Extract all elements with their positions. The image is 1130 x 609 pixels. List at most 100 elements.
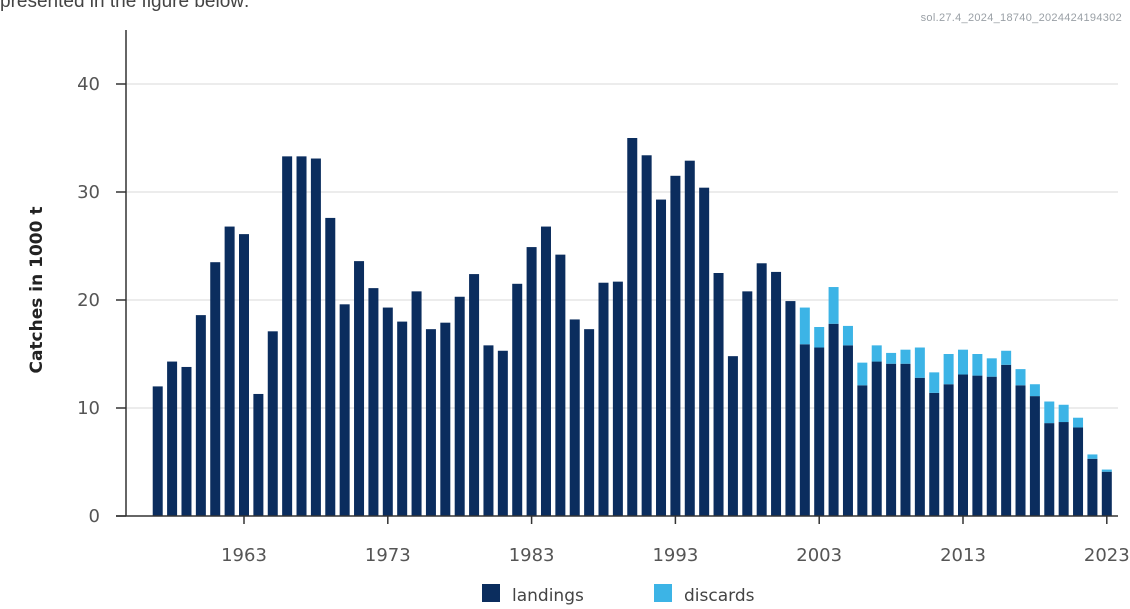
bar-landings xyxy=(425,329,436,516)
bar-landings xyxy=(167,361,178,516)
bar-landings xyxy=(814,347,825,516)
bar-landings xyxy=(871,361,882,516)
chart-axes xyxy=(116,30,1118,524)
bar-landings xyxy=(310,158,321,516)
bar-landings xyxy=(339,304,350,516)
bar-landings xyxy=(842,345,853,516)
y-axis-label: Catches in 1000 t xyxy=(27,206,47,373)
bar-landings xyxy=(1058,422,1069,516)
bar-landings xyxy=(641,155,652,516)
bar-landings xyxy=(1073,427,1084,516)
bar-landings xyxy=(627,138,638,516)
bar-discards xyxy=(943,354,954,385)
bar-landings xyxy=(368,288,379,516)
x-tick-label: 2013 xyxy=(940,545,986,566)
bar-series xyxy=(152,138,1112,517)
bar-landings xyxy=(943,384,954,516)
bar-landings xyxy=(382,307,393,516)
bar-landings xyxy=(224,226,235,516)
legend-swatch-discards xyxy=(654,584,672,602)
bar-landings xyxy=(440,322,451,516)
bar-landings xyxy=(785,301,796,516)
bar-landings xyxy=(469,274,480,516)
bar-discards xyxy=(871,345,882,362)
bar-landings xyxy=(454,296,465,516)
x-tick-label: 1973 xyxy=(365,545,411,566)
bar-landings xyxy=(354,261,365,516)
bar-landings xyxy=(1015,385,1026,516)
bar-discards xyxy=(842,325,853,346)
x-tick-labels: 1963 1973 1983 1993 2003 2013 2023 xyxy=(221,545,1130,566)
bar-landings xyxy=(526,247,537,516)
bar-landings xyxy=(598,282,609,516)
bar-landings xyxy=(914,377,925,516)
bar-discards xyxy=(972,354,983,376)
bar-landings xyxy=(612,281,623,516)
y-tick-label: 40 xyxy=(77,74,100,95)
bar-landings xyxy=(929,392,940,516)
x-tick-label: 2003 xyxy=(796,545,842,566)
bar-discards xyxy=(1029,384,1040,397)
bar-landings xyxy=(296,156,307,517)
bar-landings xyxy=(986,376,997,516)
bar-landings xyxy=(742,291,753,516)
bar-discards xyxy=(857,362,868,386)
bar-discards xyxy=(1087,454,1098,459)
bar-discards xyxy=(1001,350,1012,365)
bar-discards xyxy=(986,358,997,377)
bar-discards xyxy=(914,347,925,378)
bar-landings xyxy=(181,366,192,516)
chart-legend[interactable]: landings discards xyxy=(482,584,755,606)
bar-discards xyxy=(1015,369,1026,386)
intro-text: presented in the figure below: xyxy=(0,0,250,12)
bar-landings xyxy=(239,234,249,516)
y-tick-label: 20 xyxy=(77,290,100,311)
bar-discards xyxy=(1058,404,1069,423)
bar-discards xyxy=(1073,417,1084,428)
bar-landings xyxy=(483,345,494,516)
bar-discards xyxy=(886,352,897,364)
bar-discards xyxy=(929,372,940,393)
bar-landings xyxy=(670,175,681,517)
bar-discards xyxy=(1101,469,1112,472)
bar-landings xyxy=(1029,396,1040,516)
x-tick-label: 1963 xyxy=(221,545,267,566)
chart-id-stamp: sol.27.4_2024_18740_2024424194302 xyxy=(920,12,1122,24)
y-tick-label: 30 xyxy=(77,182,100,203)
bar-discards xyxy=(958,349,968,375)
x-tick-label: 1983 xyxy=(509,545,555,566)
bar-discards xyxy=(1044,401,1055,424)
bar-landings xyxy=(584,329,595,516)
bar-discards xyxy=(900,349,911,364)
bar-landings xyxy=(828,323,839,516)
y-tick-labels: 0 10 20 30 40 xyxy=(77,74,100,527)
bar-landings xyxy=(152,386,163,516)
bar-landings xyxy=(886,363,897,516)
bar-landings xyxy=(397,321,408,516)
x-tick-label: 2023 xyxy=(1084,545,1130,566)
y-tick-label: 10 xyxy=(77,398,100,419)
bar-landings xyxy=(253,393,264,516)
bar-landings xyxy=(799,344,810,516)
bar-landings xyxy=(1101,471,1112,516)
legend-swatch-landings xyxy=(482,584,500,602)
bar-discards xyxy=(814,327,825,348)
bar-landings xyxy=(756,263,767,516)
legend-label-discards: discards xyxy=(684,586,755,606)
bar-landings xyxy=(684,160,695,516)
bar-landings xyxy=(771,271,782,516)
bar-landings xyxy=(555,254,566,516)
bar-landings xyxy=(900,363,911,516)
bar-landings xyxy=(1044,423,1055,516)
bar-landings xyxy=(656,199,667,516)
bar-landings xyxy=(1001,364,1012,516)
bar-landings xyxy=(569,319,580,516)
bar-landings xyxy=(540,226,551,516)
bar-landings xyxy=(713,273,724,516)
x-tick-label: 1993 xyxy=(652,545,698,566)
bar-landings xyxy=(972,375,983,516)
bar-discards xyxy=(828,287,839,324)
bar-landings xyxy=(857,385,868,516)
bar-landings xyxy=(512,283,523,516)
